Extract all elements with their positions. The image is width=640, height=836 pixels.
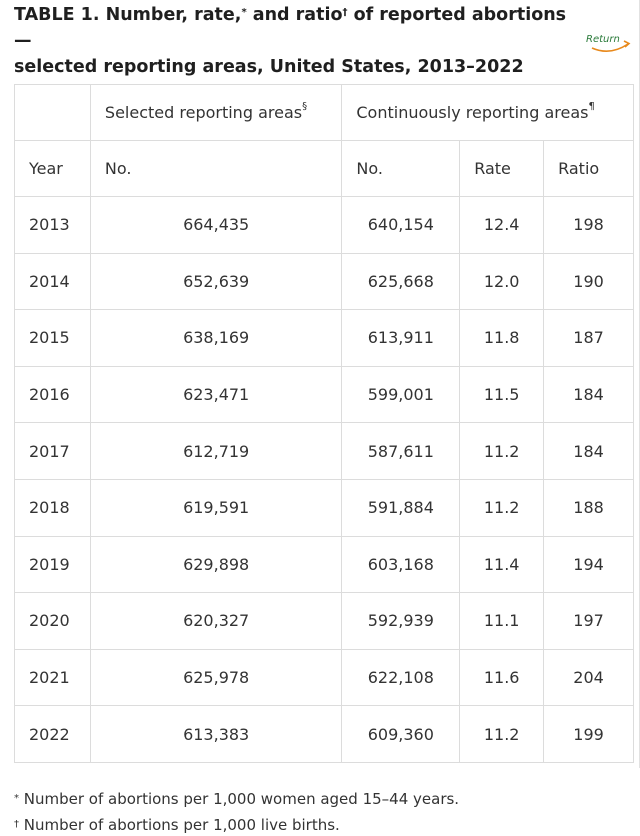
ratio-cell: 204 (543, 648, 634, 707)
rate-cell: 11.5 (459, 365, 545, 424)
ratio-cell: 188 (543, 478, 634, 537)
return-arrow-icon (591, 40, 631, 52)
table-title: TABLE 1. Number, rate,* and ratio† of re… (14, 2, 574, 80)
footnote-ratio: † Number of abortions per 1,000 live bir… (14, 816, 340, 834)
table-row: 2018 619,591 591,884 11.2 188 (14, 478, 634, 537)
return-link[interactable]: Return (586, 32, 634, 54)
rate-cell: 12.4 (459, 196, 545, 254)
section-mark: § (302, 101, 308, 112)
selected-no-cell: 664,435 (89, 196, 343, 254)
year-cell: 2018 (14, 478, 91, 537)
selected-no-cell: 619,591 (89, 478, 343, 537)
table-panel: TABLE 1. Number, rate,* and ratio† of re… (14, 0, 640, 768)
year-cell: 2022 (14, 705, 91, 763)
continuous-no-cell: 592,939 (341, 592, 461, 650)
continuous-no-cell: 625,668 (341, 252, 461, 311)
rate-cell: 11.4 (459, 535, 545, 594)
table-row: 2021 625,978 622,108 11.6 204 (14, 648, 634, 707)
table-row: 2016 623,471 599,001 11.5 184 (14, 365, 634, 424)
header-continuous-areas: Continuously reporting areas¶ (341, 84, 634, 141)
header-row-columns: Year No. No. Rate Ratio (14, 140, 634, 197)
header-continuous-no: No. (341, 140, 461, 197)
table-row: 2022 613,383 609,360 11.2 199 (14, 705, 634, 763)
year-cell: 2013 (14, 196, 91, 254)
rate-cell: 11.8 (459, 309, 545, 367)
title-star-mark: * (241, 7, 247, 18)
title-part-3: of reported abortions — (14, 5, 567, 51)
ratio-cell: 194 (543, 535, 634, 594)
selected-no-cell: 623,471 (89, 365, 343, 424)
year-cell: 2021 (14, 648, 91, 707)
rate-cell: 11.2 (459, 705, 545, 763)
header-year: Year (14, 140, 91, 197)
year-cell: 2015 (14, 309, 91, 367)
continuous-no-cell: 622,108 (341, 648, 461, 707)
ratio-cell: 190 (543, 252, 634, 311)
ratio-cell: 184 (543, 422, 634, 480)
ratio-cell: 199 (543, 705, 634, 763)
title-line-2: selected reporting areas, United States,… (14, 57, 524, 77)
table-row: 2020 620,327 592,939 11.1 197 (14, 592, 634, 650)
rate-cell: 11.2 (459, 422, 545, 480)
year-cell: 2016 (14, 365, 91, 424)
continuous-no-cell: 603,168 (341, 535, 461, 594)
selected-no-cell: 612,719 (89, 422, 343, 480)
continuous-no-cell: 599,001 (341, 365, 461, 424)
abortion-data-table: Selected reporting areas§ Continuously r… (14, 84, 634, 763)
table-row: 2015 638,169 613,911 11.8 187 (14, 309, 634, 367)
year-cell: 2014 (14, 252, 91, 311)
selected-no-cell: 625,978 (89, 648, 343, 707)
selected-no-cell: 638,169 (89, 309, 343, 367)
rate-cell: 11.2 (459, 478, 545, 537)
continuous-no-cell: 587,611 (341, 422, 461, 480)
table-row: 2013 664,435 640,154 12.4 198 (14, 196, 634, 254)
header-blank-cell (14, 84, 91, 141)
selected-no-cell: 629,898 (89, 535, 343, 594)
year-cell: 2019 (14, 535, 91, 594)
ratio-cell: 197 (543, 592, 634, 650)
rate-cell: 11.1 (459, 592, 545, 650)
continuous-no-cell: 640,154 (341, 196, 461, 254)
header-row-groups: Selected reporting areas§ Continuously r… (14, 84, 634, 141)
ratio-cell: 187 (543, 309, 634, 367)
header-selected-no: No. (89, 140, 343, 197)
header-rate: Rate (459, 140, 545, 197)
year-cell: 2017 (14, 422, 91, 480)
ratio-cell: 184 (543, 365, 634, 424)
title-part-1: TABLE 1. Number, rate, (14, 5, 242, 25)
table-row: 2014 652,639 625,668 12.0 190 (14, 252, 634, 311)
rate-cell: 12.0 (459, 252, 545, 311)
return-label: Return (586, 34, 620, 45)
footnote-rate: * Number of abortions per 1,000 women ag… (14, 790, 460, 808)
ratio-cell: 198 (543, 196, 634, 254)
rate-cell: 11.6 (459, 648, 545, 707)
header-selected-areas: Selected reporting areas§ (89, 84, 343, 141)
year-cell: 2020 (14, 592, 91, 650)
continuous-no-cell: 613,911 (341, 309, 461, 367)
continuous-no-cell: 591,884 (341, 478, 461, 537)
title-part-2: and ratio (246, 5, 343, 25)
selected-no-cell: 620,327 (89, 592, 343, 650)
continuous-no-cell: 609,360 (341, 705, 461, 763)
table-row: 2017 612,719 587,611 11.2 184 (14, 422, 634, 480)
table-row: 2019 629,898 603,168 11.4 194 (14, 535, 634, 594)
footnotes: * Number of abortions per 1,000 women ag… (14, 786, 459, 836)
title-dagger-mark: † (342, 7, 348, 18)
header-ratio: Ratio (543, 140, 634, 197)
selected-no-cell: 613,383 (89, 705, 343, 763)
pilcrow-mark: ¶ (588, 101, 595, 112)
selected-no-cell: 652,639 (89, 252, 343, 311)
